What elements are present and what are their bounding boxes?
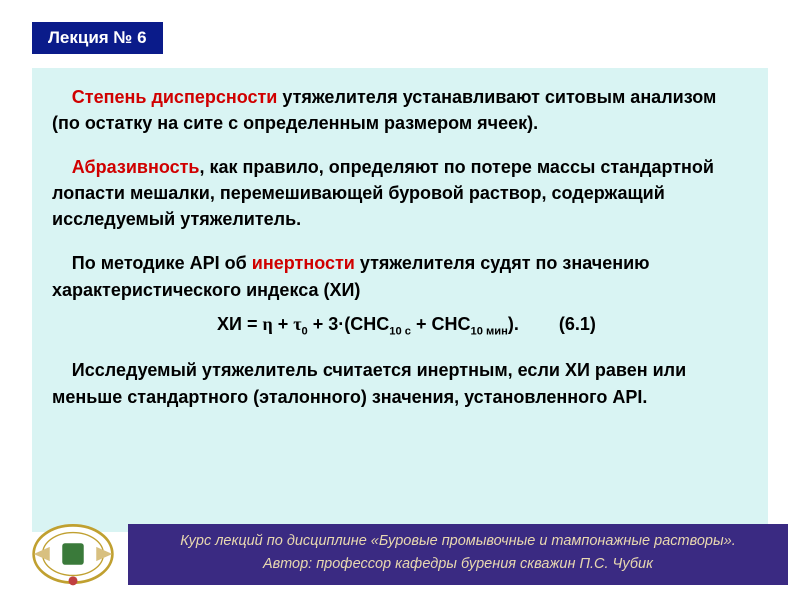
subscript-chc1: 10 с	[389, 325, 411, 337]
university-emblem-icon	[28, 520, 118, 588]
formula-mid: + СНС	[411, 314, 471, 334]
lecture-slide: Лекция № 6 Степень дисперсности утяжелит…	[0, 0, 800, 600]
subscript-chc2: 10 мин	[470, 325, 507, 337]
symbol-eta: η	[262, 314, 272, 334]
formula-plus2: + 3·(СНС	[308, 314, 390, 334]
paragraph-abrasiveness: Абразивность, как правило, определяют по…	[52, 154, 748, 232]
text-inertness-a: По методике API об	[72, 253, 252, 273]
lecture-number-badge: Лекция № 6	[32, 22, 163, 54]
formula-xi: ХИ = η + τ0 + 3·(СНС10 с + СНС10 мин).(6…	[52, 311, 748, 340]
formula-rhs: ).	[508, 314, 519, 334]
term-abrasiveness: Абразивность	[72, 157, 200, 177]
lecture-number-text: Лекция № 6	[48, 28, 147, 47]
paragraph-dispersity: Степень дисперсности утяжелителя устанав…	[52, 84, 748, 136]
paragraph-conclusion: Исследуемый утяжелитель считается инертн…	[52, 357, 748, 409]
term-dispersity: Степень дисперсности	[72, 87, 278, 107]
equation-number: (6.1)	[519, 314, 596, 334]
term-inertness: инертности	[252, 253, 355, 273]
course-title: Курс лекций по дисциплине «Буровые промы…	[138, 530, 778, 552]
symbol-tau: τ	[293, 314, 301, 334]
author-line: Автор: профессор кафедры бурения скважин…	[138, 553, 778, 575]
formula-lhs: ХИ =	[217, 314, 262, 334]
content-panel: Степень дисперсности утяжелителя устанав…	[32, 68, 768, 532]
paragraph-inertness: По методике API об инертности утяжелител…	[52, 250, 748, 302]
formula-plus1: +	[273, 314, 294, 334]
slide-footer: Курс лекций по дисциплине «Буровые промы…	[128, 524, 788, 585]
